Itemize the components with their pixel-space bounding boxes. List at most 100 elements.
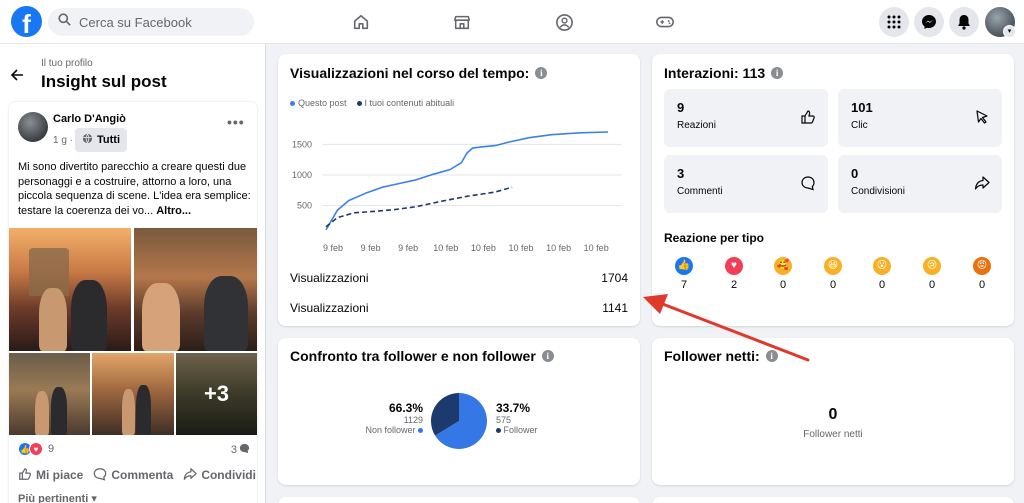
- legend-this-post[interactable]: Questo post: [290, 98, 347, 108]
- next-card-partial: [278, 497, 640, 503]
- reaction-count: 7: [680, 279, 688, 291]
- love-reaction-icon: ♥: [725, 257, 743, 275]
- reaction-care: 🥰 0: [771, 257, 795, 291]
- groups-icon[interactable]: [552, 10, 576, 34]
- info-icon[interactable]: i: [771, 67, 784, 79]
- like-label: Mi piace: [36, 468, 84, 482]
- stat-comments[interactable]: 3 Commenti: [664, 155, 828, 213]
- comments-count[interactable]: 3: [231, 443, 250, 457]
- stat-value: 9: [677, 100, 685, 115]
- x-tick-label: 10 feb: [471, 243, 496, 253]
- follower-name: Follower: [503, 425, 538, 435]
- author-name[interactable]: Carlo D'Angiò: [53, 113, 126, 125]
- post-photo-1[interactable]: [9, 228, 131, 351]
- info-icon[interactable]: i: [535, 67, 548, 79]
- notifications-icon[interactable]: [949, 7, 979, 37]
- stat-value: 101: [851, 100, 873, 115]
- views-row-value: 1141: [602, 301, 628, 315]
- reactions-by-type-title: Reazione per tipo: [664, 231, 765, 245]
- y-tick-label: 500: [297, 200, 312, 210]
- haha-reaction-icon: 😆: [824, 257, 842, 275]
- author-avatar[interactable]: [18, 112, 48, 142]
- comment-sort-selector[interactable]: Più pertinenti ▾: [18, 492, 97, 503]
- comment-button[interactable]: Commenta: [93, 466, 173, 484]
- home-icon[interactable]: [349, 10, 373, 34]
- gaming-icon[interactable]: [653, 10, 677, 34]
- share-label: Condividi: [201, 468, 256, 482]
- info-icon[interactable]: i: [541, 350, 554, 362]
- search-box[interactable]: [48, 8, 254, 36]
- net-followers-title: Follower netti: i: [664, 348, 778, 364]
- followers-pie-chart: [431, 393, 487, 449]
- views-row-label: Visualizzazioni: [290, 271, 369, 285]
- cursor-click-icon: [976, 110, 988, 124]
- more-photos-count[interactable]: +3: [176, 353, 257, 435]
- views-row-this-post: Visualizzazioni 1704: [290, 271, 628, 285]
- net-followers-card: Follower netti: i 0 Follower netti: [652, 338, 1014, 485]
- reaction-count: 0: [928, 279, 936, 291]
- followers-comparison-title-text: Confronto tra follower e non follower: [290, 348, 536, 364]
- reaction-count: 0: [779, 279, 787, 291]
- reaction-wow: 😮 0: [870, 257, 894, 291]
- x-tick-label: 10 feb: [584, 243, 609, 253]
- stat-shares[interactable]: 0 Condivisioni: [838, 155, 1002, 213]
- x-tick-label: 9 feb: [361, 243, 381, 253]
- messenger-icon[interactable]: [914, 7, 944, 37]
- followers-comparison-title: Confronto tra follower e non follower i: [290, 348, 554, 364]
- globe-icon: [82, 133, 93, 147]
- sidebar-subtitle: Il tuo profilo: [41, 58, 93, 69]
- follower-percent: 33.7%: [496, 401, 531, 415]
- see-more-link[interactable]: Altro...: [156, 204, 192, 217]
- account-chevron-down-icon[interactable]: ▾: [1003, 25, 1016, 38]
- search-input[interactable]: [79, 14, 239, 30]
- marketplace-icon[interactable]: [450, 10, 474, 34]
- chart-legend: Questo post I tuoi contenuti abituali: [290, 98, 454, 108]
- next-card-partial: [652, 497, 1014, 503]
- views-line-chart: 500 1000 1500 9 feb 9 feb 9 feb 10 feb 10 feb 10…: [292, 131, 622, 253]
- stat-clicks[interactable]: 101 Clic: [838, 89, 1002, 147]
- views-over-time-card: Visualizzazioni nel corso del tempo: i Q…: [278, 54, 640, 326]
- menu-grid-icon[interactable]: [879, 7, 909, 37]
- series-line-this-post[interactable]: [325, 131, 609, 231]
- x-tick-label: 9 feb: [323, 243, 343, 253]
- follower-count: 575: [496, 415, 512, 425]
- sad-reaction-icon: 😢: [923, 257, 941, 275]
- wow-reaction-icon: 😮: [873, 257, 891, 275]
- audience-selector[interactable]: Tutti: [75, 128, 128, 152]
- info-icon[interactable]: i: [765, 350, 778, 362]
- reactions-summary[interactable]: 👍 ♥ 9 3: [18, 442, 250, 458]
- pie-slice-followers[interactable]: [431, 393, 459, 436]
- net-followers-label: Follower netti: [803, 429, 863, 440]
- post-photo-3[interactable]: [9, 353, 90, 435]
- like-button[interactable]: Mi piace: [18, 466, 83, 484]
- comments-count-value: 3: [230, 444, 237, 456]
- non-follower-percent: 66.3%: [388, 401, 423, 415]
- legend-usual-content[interactable]: I tuoi contenuti abituali: [356, 98, 455, 108]
- more-options-icon[interactable]: •••: [227, 114, 245, 130]
- share-button[interactable]: Condividi: [183, 466, 256, 484]
- share-arrow-icon: [974, 176, 990, 190]
- stat-reactions[interactable]: 9 Reazioni: [664, 89, 828, 147]
- x-tick-label: 9 feb: [398, 243, 418, 253]
- post-time[interactable]: 1 g ·: [53, 135, 74, 146]
- non-follower-count: 1129: [403, 415, 423, 425]
- y-tick-label: 1500: [292, 139, 312, 149]
- net-followers-title-text: Follower netti:: [664, 348, 760, 364]
- comment-sort-label: Più pertinenti: [18, 493, 89, 503]
- series-line-usual-content[interactable]: [325, 186, 513, 228]
- post-photo-4[interactable]: [92, 353, 174, 435]
- stat-label: Reazioni: [677, 120, 716, 131]
- post-photo-2[interactable]: [134, 228, 257, 351]
- back-arrow-icon[interactable]: [10, 66, 24, 87]
- non-follower-name: Non follower: [365, 425, 416, 435]
- facebook-logo-icon[interactable]: f: [11, 6, 42, 37]
- legend-usual-label: I tuoi contenuti abituali: [364, 98, 455, 108]
- reactions-count: 9: [48, 443, 55, 455]
- x-tick-label: 10 feb: [433, 243, 458, 253]
- page-title: Insight sul post: [41, 72, 167, 91]
- search-icon: [58, 13, 71, 31]
- reaction-haha: 😆 0: [821, 257, 845, 291]
- pie-slice-non-followers[interactable]: [435, 393, 487, 449]
- post-photo-5[interactable]: +3: [176, 353, 257, 435]
- views-row-value: 1704: [601, 271, 628, 285]
